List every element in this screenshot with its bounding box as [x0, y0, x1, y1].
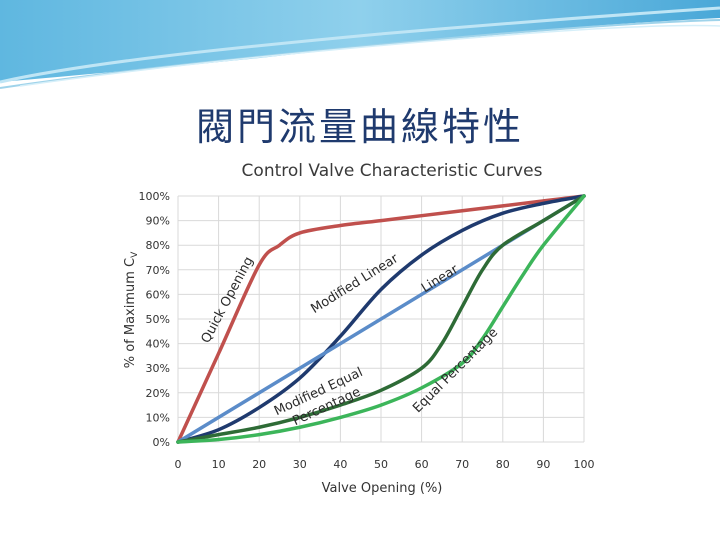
- y-tick-label: 80%: [146, 239, 170, 252]
- x-tick-label: 60: [415, 458, 429, 471]
- annotation-linear: Linear: [419, 262, 462, 296]
- x-tick-label: 100: [574, 458, 595, 471]
- x-axis-ticks: 0 10 20 30 40 50 60 70 80 90 100: [175, 458, 595, 471]
- valve-characteristic-chart: Control Valve Characteristic Curves 0% 10…: [123, 161, 595, 496]
- y-tick-label: 100%: [139, 190, 170, 203]
- series-line-equal-percentage: [176, 194, 586, 444]
- series-line-quick-opening: [176, 194, 586, 444]
- x-tick-label: 10: [212, 458, 226, 471]
- annotation-eqpct: Equal Percentage: [410, 325, 501, 416]
- x-tick-label: 50: [374, 458, 388, 471]
- slide-title: 閥門流量曲線特性: [195, 105, 524, 149]
- y-tick-label: 30%: [146, 362, 170, 375]
- x-tick-label: 70: [455, 458, 469, 471]
- x-tick-label: 20: [252, 458, 266, 471]
- y-tick-label: 70%: [146, 264, 170, 277]
- y-tick-label: 0%: [153, 436, 170, 449]
- y-tick-label: 40%: [146, 338, 170, 351]
- decorative-wave-banner: [0, 0, 720, 89]
- x-tick-label: 30: [293, 458, 307, 471]
- series-layer: [176, 194, 586, 444]
- y-axis-label-subscript: V: [130, 251, 140, 258]
- y-tick-label: 90%: [146, 215, 170, 228]
- y-tick-label: 10%: [146, 411, 170, 424]
- series-line-modified-equal-percentage: [176, 194, 586, 444]
- x-tick-label: 90: [536, 458, 550, 471]
- x-tick-label: 0: [175, 458, 182, 471]
- y-axis-label: % of Maximum CV: [123, 251, 140, 368]
- x-tick-label: 80: [496, 458, 510, 471]
- y-axis-label-main: % of Maximum C: [123, 258, 138, 368]
- y-axis-ticks: 0% 10% 20% 30% 40% 50% 60% 70% 80% 90% 100%: [139, 190, 170, 449]
- y-tick-label: 50%: [146, 313, 170, 326]
- y-tick-label: 20%: [146, 387, 170, 400]
- x-axis-label: Valve Opening (%): [322, 481, 443, 496]
- chart-title: Control Valve Characteristic Curves: [242, 161, 543, 181]
- x-tick-label: 40: [333, 458, 347, 471]
- y-tick-label: 60%: [146, 288, 170, 301]
- series-line-modified-linear: [176, 194, 586, 444]
